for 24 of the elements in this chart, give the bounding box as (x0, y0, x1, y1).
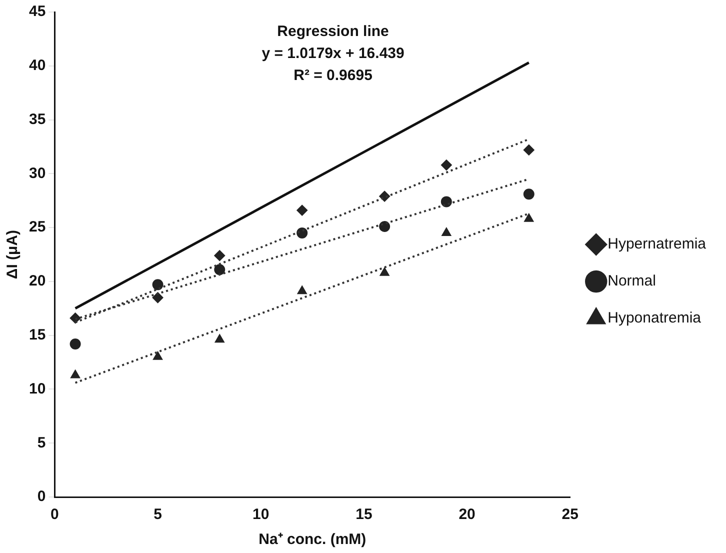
y-tick-label: 0 (37, 488, 46, 506)
x-axis-title: Na⁺ conc. (mM) (258, 531, 366, 548)
y-tick-label: 25 (28, 218, 46, 236)
x-tick-label: 15 (356, 506, 372, 524)
y-tick-label: 5 (37, 434, 46, 452)
y-tick-label: 10 (28, 380, 46, 398)
x-tick-label: 5 (154, 506, 162, 524)
annotation: R² = 0.9695 (294, 67, 372, 84)
x-tick-label: 20 (458, 506, 476, 524)
y-tick-label: 20 (28, 272, 46, 290)
legend-label: Hyponatremia (608, 310, 702, 327)
y-tick-label: 30 (28, 164, 46, 182)
x-tick-label: 10 (252, 506, 270, 524)
x-tick-label: 25 (562, 506, 578, 524)
legend-label: Normal (608, 272, 656, 290)
legend-label: Hypernatremia (608, 236, 707, 253)
y-tick-label: 35 (28, 110, 46, 128)
y-axis-title: ΔI (μA) (4, 230, 22, 280)
y-tick-label: 40 (28, 57, 46, 74)
y-tick-label: 15 (28, 326, 46, 344)
annotation: y = 1.0179x + 16.439 (262, 45, 404, 62)
y-tick-label: 45 (28, 3, 46, 20)
x-tick-label: 0 (50, 506, 59, 524)
annotation: Regression line (277, 23, 389, 40)
